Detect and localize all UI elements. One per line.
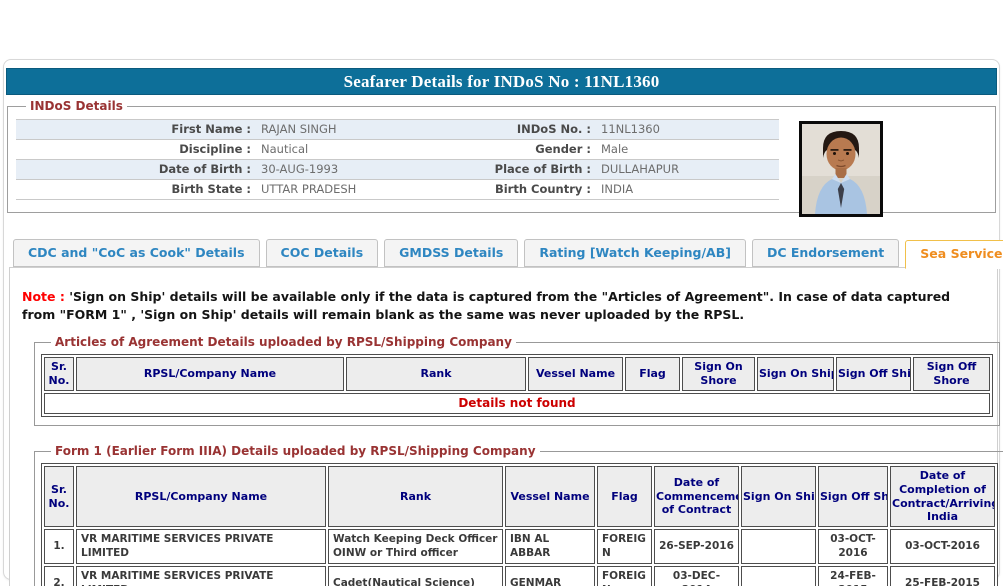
table-cell: 03-OCT-2016: [890, 529, 995, 565]
table-cell: Watch Keeping Deck Officer OINW or Third…: [328, 529, 503, 565]
note: Note : 'Sign on Ship' details will be av…: [22, 288, 985, 323]
column-header: RPSL/Company Name: [76, 357, 344, 391]
detail-cell: Gender : Male: [482, 140, 779, 159]
detail-value: Nautical: [261, 142, 309, 156]
table-cell: 2.: [44, 566, 74, 586]
seafarer-photo-image: [802, 124, 880, 214]
column-header: Sign Off Ship: [818, 466, 888, 528]
indos-detail-row: First Name : RAJAN SINGH INDoS No. : 11NL13…: [16, 120, 779, 140]
detail-label: Place of Birth :: [494, 162, 591, 176]
table-cell: 25-FEB-2015: [890, 566, 995, 586]
table-row: 2.VR MARITIME SERVICES PRIVATE LIMITEDCa…: [44, 566, 995, 586]
detail-label: Birth State :: [171, 182, 251, 196]
column-header: Sr. No.: [44, 466, 74, 528]
note-text: 'Sign on Ship' details will be available…: [22, 289, 951, 322]
table-cell: VR MARITIME SERVICES PRIVATE LIMITED: [76, 566, 326, 586]
detail-cell: First Name : RAJAN SINGH: [16, 120, 482, 139]
page-panel: Seafarer Details for INDoS No : 11NL1360…: [3, 59, 1003, 586]
detail-value: INDIA: [601, 182, 634, 196]
form1-table: Sr. No. RPSL/Company Name Rank Vessel Name F…: [41, 463, 998, 586]
column-header: Vessel Name: [505, 466, 595, 528]
note-prefix: Note :: [22, 289, 65, 304]
indos-details-legend: INDoS Details: [30, 99, 123, 113]
detail-label: Date of Birth :: [158, 162, 251, 176]
tab-coc-details[interactable]: COC Details: [265, 239, 379, 267]
column-header: Rank: [328, 466, 503, 528]
detail-value: 11NL1360: [601, 122, 660, 136]
seafarer-photo: [799, 121, 883, 217]
detail-value: DULLAHAPUR: [601, 162, 680, 176]
column-header: Flag: [625, 357, 680, 391]
detail-label: First Name :: [171, 122, 251, 136]
detail-label: INDoS No. :: [516, 122, 591, 136]
table-cell: FOREIGN: [597, 529, 652, 565]
detail-value: Male: [601, 142, 629, 156]
table-row: 1. VR MARITIME SERVICES PRIVATE LIMITED Wa…: [44, 529, 995, 565]
table-cell: 03-DEC-2014: [654, 566, 739, 586]
indos-rows: First Name : RAJAN SINGH INDoS No. : 11NL13…: [16, 119, 779, 200]
detail-cell: Date of Birth : 30-AUG-1993: [16, 160, 482, 179]
column-header: RPSL/Company Name: [76, 466, 326, 528]
table-cell: FOREIGN: [597, 566, 652, 586]
indos-detail-row: Date of Birth : 30-AUG-1993 Place of Birth…: [16, 160, 779, 180]
tab-cdc-and-coc-as-cook-details[interactable]: CDC and "CoC as Cook" Details: [13, 239, 260, 267]
table-cell: VR MARITIME SERVICES PRIVATE LIMITED: [76, 529, 326, 565]
column-header: Sign On Ship: [741, 466, 816, 528]
detail-cell: Birth Country : INDIA: [482, 180, 779, 199]
detail-cell: Place of Birth : DULLAHAPUR: [482, 160, 779, 179]
table-cell: 24-FEB-2015: [818, 566, 888, 586]
column-header: Sign Off Shore: [913, 357, 990, 391]
column-header: Sr. No.: [44, 357, 74, 391]
tab-panel-sea-service: Note : 'Sign on Ship' details will be av…: [9, 267, 1003, 586]
tab-bar: CDC and "CoC as Cook" Details COC Details…: [13, 239, 1003, 269]
tab-dc-endorsement[interactable]: DC Endorsement: [751, 239, 900, 267]
detail-value: UTTAR PRADESH: [261, 182, 357, 196]
page-title: Seafarer Details for INDoS No : 11NL1360: [6, 68, 997, 95]
empty-message: Details not found: [44, 392, 990, 415]
indos-details-fieldset: INDoS Details First Name : RAJAN SINGH IND…: [7, 99, 996, 217]
articles-table: Sr. No. RPSL/Company Name Rank Vessel Name F…: [41, 354, 993, 418]
detail-label: Discipline :: [179, 142, 251, 156]
table-cell: 1.: [44, 529, 74, 565]
detail-cell: Discipline : Nautical: [16, 140, 482, 159]
table-cell: IBN AL ABBAR: [505, 529, 595, 565]
table-cell: Cadet(Nautical Science): [328, 566, 503, 586]
column-header: Vessel Name: [528, 357, 623, 391]
detail-value: 30-AUG-1993: [261, 162, 339, 176]
indos-detail-row: Birth State : UTTAR PRADESH Birth Country …: [16, 180, 779, 200]
detail-label: Birth Country :: [494, 182, 591, 196]
articles-legend: Articles of Agreement Details uploaded b…: [55, 335, 512, 349]
table-cell: 26-SEP-2016: [654, 529, 739, 565]
indos-detail-row: Discipline : Nautical Gender : Male: [16, 140, 779, 160]
column-header: Date of Completion of Contract/Arriving …: [890, 466, 995, 528]
tab-gmdss-details[interactable]: GMDSS Details: [384, 239, 519, 267]
detail-cell: INDoS No. : 11NL1360: [482, 120, 779, 139]
detail-label: Gender :: [535, 142, 591, 156]
table-cell: [741, 566, 816, 586]
table-cell: GENMAR: [505, 566, 595, 586]
column-header: Flag: [597, 466, 652, 528]
tab-sea-service-details[interactable]: Sea Service Details: [905, 240, 1003, 269]
tab-rating-watch-keeping-ab[interactable]: Rating [Watch Keeping/AB]: [524, 239, 746, 267]
form1-legend: Form 1 (Earlier Form IIIA) Details uploa…: [55, 444, 536, 459]
table-cell: 03-OCT-2016: [818, 529, 888, 565]
detail-value: RAJAN SINGH: [261, 122, 337, 136]
column-header: Sign On Shore: [682, 357, 755, 391]
form1-fieldset: Form 1 (Earlier Form IIIA) Details uploa…: [34, 444, 1003, 586]
column-header: Rank: [346, 357, 526, 391]
column-header: Sign On Ship: [757, 357, 834, 391]
detail-cell: Birth State : UTTAR PRADESH: [16, 180, 482, 199]
column-header: Sign Off Ship: [836, 357, 911, 391]
articles-fieldset: Articles of Agreement Details uploaded b…: [34, 335, 1000, 427]
table-cell: [741, 529, 816, 565]
column-header: Date of Commencement of Contract: [654, 466, 739, 528]
